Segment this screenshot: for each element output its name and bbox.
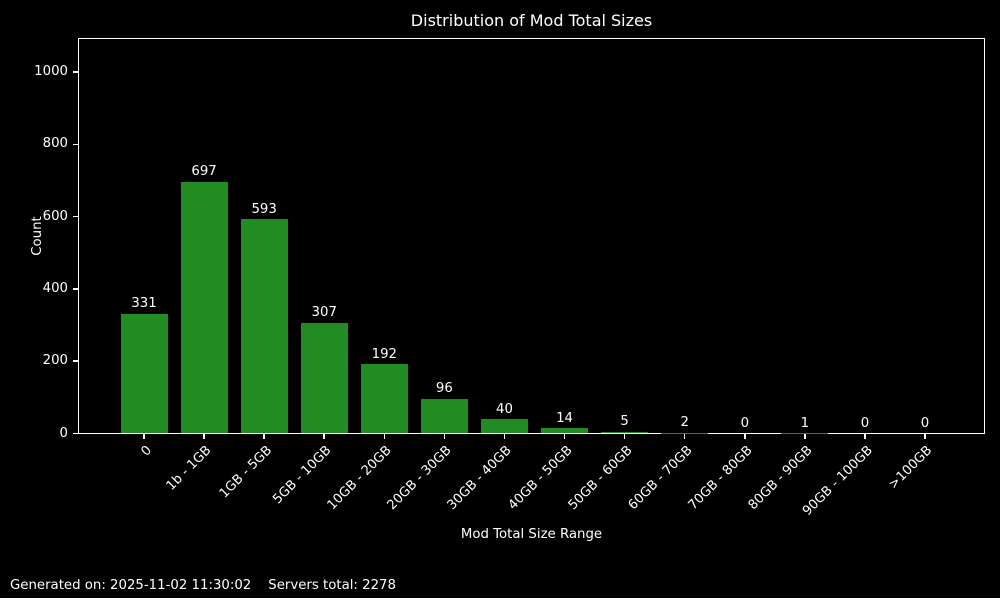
bottom-divider <box>0 598 1000 600</box>
x-tick-mark <box>323 433 325 439</box>
bar-value-label: 0 <box>920 416 930 431</box>
y-tick-mark <box>72 143 78 146</box>
x-tick-mark <box>563 433 566 439</box>
x-tick-mark <box>143 433 145 439</box>
x-tick-label: 1GB - 5GB <box>216 442 275 501</box>
y-tick-mark <box>72 432 78 435</box>
bar-value-label: 192 <box>371 346 397 362</box>
bar <box>541 428 589 434</box>
y-tick-label: 200 <box>42 353 68 369</box>
y-tick-mark <box>72 71 78 73</box>
plot-area <box>78 38 985 434</box>
bar <box>300 322 348 434</box>
y-tick-label: 600 <box>42 208 68 224</box>
servers-total: Servers total: 2278 <box>268 578 396 593</box>
bar-value-label: 307 <box>311 305 337 320</box>
y-tick-label: 0 <box>59 425 68 441</box>
bar <box>661 432 709 434</box>
bar-value-label: 96 <box>435 381 453 397</box>
bar <box>480 419 528 434</box>
footer: Generated on: 2025-11-02 11:30:02 Servers… <box>10 578 396 593</box>
y-axis-label: Count <box>30 216 45 256</box>
bar <box>420 398 468 434</box>
x-tick-mark <box>383 433 386 439</box>
bar-value-label: 331 <box>131 296 157 312</box>
bar <box>240 219 288 434</box>
bar-value-label: 2 <box>680 415 689 431</box>
y-tick-mark <box>72 288 78 290</box>
bar-value-label: 1 <box>800 415 810 431</box>
bar-value-label: 14 <box>556 410 573 426</box>
generated-timestamp: Generated on: 2025-11-02 11:30:02 <box>10 578 252 593</box>
y-tick-label: 1000 <box>34 63 68 79</box>
x-tick-label: 1b - 1GB <box>163 442 215 494</box>
x-tick-mark <box>623 433 626 439</box>
bar <box>180 181 228 434</box>
y-tick-mark <box>72 360 78 362</box>
x-tick-label: 5GB - 10GB <box>270 442 335 507</box>
x-tick-mark <box>203 433 205 439</box>
x-tick-mark <box>804 433 806 439</box>
bar-value-label: 0 <box>860 416 870 431</box>
x-tick-mark <box>864 433 866 439</box>
bar <box>601 431 649 434</box>
x-tick-mark <box>503 433 506 439</box>
y-tick-label: 400 <box>42 280 68 296</box>
bar-value-label: 40 <box>496 401 513 417</box>
x-axis-label: Mod Total Size Range <box>460 527 603 542</box>
bar <box>120 313 168 434</box>
x-tick-mark <box>443 433 446 439</box>
bar-value-label: 5 <box>620 414 629 430</box>
x-tick-mark <box>683 433 686 439</box>
x-tick-label: >100GB <box>886 442 936 492</box>
x-tick-mark <box>263 433 265 439</box>
x-tick-label: 0 <box>138 442 155 459</box>
bar-value-label: 0 <box>740 416 750 431</box>
y-tick-mark <box>72 215 78 218</box>
chart-title: Distribution of Mod Total Sizes <box>410 11 653 30</box>
y-tick-label: 800 <box>42 136 68 152</box>
bar-value-label: 697 <box>191 164 217 180</box>
x-tick-mark <box>744 433 746 439</box>
x-tick-mark <box>924 433 926 439</box>
bar <box>360 364 408 434</box>
bar-value-label: 593 <box>251 201 277 217</box>
